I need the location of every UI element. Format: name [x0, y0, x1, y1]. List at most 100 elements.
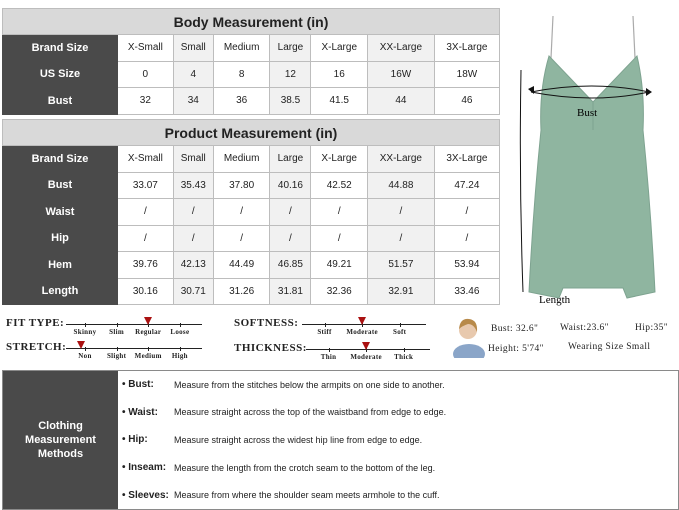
scale-option: Non [78, 352, 92, 360]
table-cell: / [433, 198, 501, 226]
table-cell: 47.24 [433, 171, 501, 199]
model-wearing-size: Wearing Size Small [568, 342, 651, 352]
scale-marker-icon [76, 341, 85, 349]
scale-name: FIT TYPE: [6, 317, 65, 329]
method-text: Measure from the stitches below the armp… [174, 379, 445, 390]
method-key: • Hip: [122, 434, 148, 446]
method-item: • Sleeves: Measure from where the shoulde… [122, 481, 678, 509]
table-cell: 44 [367, 87, 435, 115]
scale-marker-icon [358, 317, 367, 325]
size-header: Medium [212, 34, 271, 62]
table-cell: / [269, 198, 312, 226]
table-row: Bust 33.07 35.43 37.80 40.16 42.52 44.88 47.24 [2, 171, 501, 199]
table-row: Hip / / / / / / / [2, 224, 501, 252]
table-cell: / [117, 224, 174, 252]
scale-option: Slim [109, 328, 125, 336]
table-cell: 42.13 [172, 251, 214, 279]
model-height: Height: 5'74" [488, 344, 544, 354]
row-label: Length [2, 277, 118, 305]
table-row: Hem 39.76 42.13 44.49 46.85 49.21 51.57 53.94 [2, 251, 501, 279]
methods-label: Clothing Measurement Methods [3, 371, 118, 509]
table-cell: / [172, 224, 214, 252]
table-cell: 53.94 [433, 251, 501, 279]
size-header: Medium [212, 145, 271, 173]
scale-option: Stiff [317, 328, 332, 336]
scale-3: THICKNESS: Thin Moderate Thick [234, 342, 674, 364]
scale-0: FIT TYPE: Skinny Slim Regular Loose [6, 317, 446, 339]
scale-option: Slight [106, 352, 127, 360]
method-key: • Inseam: [122, 462, 167, 474]
table-cell: 46.85 [269, 251, 312, 279]
size-header: 3X-Large [433, 145, 501, 173]
size-header: X-Large [310, 34, 368, 62]
method-item: • Inseam: Measure the length from the cro… [122, 454, 678, 482]
size-header: XX-Large [367, 34, 435, 62]
scale-option: High [171, 352, 188, 360]
row-label: US Size [2, 60, 118, 88]
row-label: Hip [2, 224, 118, 252]
size-header: Small [172, 34, 214, 62]
table-cell: 30.71 [172, 277, 214, 305]
table-cell: 0 [117, 60, 174, 88]
scale-2: SOFTNESS: Stiff Moderate Soft [234, 317, 674, 339]
scale-option: Moderate [350, 353, 382, 361]
scale-name: STRETCH: [6, 341, 67, 353]
size-header: X-Small [117, 145, 174, 173]
method-text: Measure straight across the widest hip l… [174, 434, 423, 445]
table-cell: 51.57 [366, 251, 435, 279]
table-cell: 38.5 [269, 87, 312, 115]
method-text: Measure the length from the crotch seam … [174, 462, 436, 473]
table-cell: 4 [172, 60, 214, 88]
product-measurement-table: Product Measurement (in) Brand Size X-Smal… [2, 119, 501, 305]
size-header: XX-Large [366, 145, 435, 173]
row-label: Bust [2, 87, 118, 115]
size-header: 3X-Large [433, 34, 501, 62]
table-cell: / [366, 198, 435, 226]
scale-1: STRETCH: Non Slight Medium High [6, 341, 446, 363]
size-header: Large [269, 145, 312, 173]
table-cell: 16 [310, 60, 368, 88]
table-cell: 33.07 [117, 171, 174, 199]
row-label: Bust [2, 171, 118, 199]
table-title: Product Measurement (in) [2, 119, 500, 146]
length-label: Length [539, 294, 571, 306]
table-cell: 33.46 [433, 277, 501, 305]
table-row: US Size 0 4 8 12 16 16W 18W [2, 60, 501, 88]
table-cell: 49.21 [310, 251, 368, 279]
scale-option: Loose [170, 328, 190, 336]
method-item: • Waist: Measure straight across the top … [122, 399, 678, 427]
model-waist: Waist:23.6" [560, 323, 609, 333]
table-cell: 8 [212, 60, 271, 88]
size-header: X-Large [310, 145, 368, 173]
table-cell: 37.80 [212, 171, 271, 199]
table-row: Length 30.16 30.71 31.26 31.81 32.36 32.91 33.4… [2, 277, 501, 305]
method-text: Measure straight across the top of the w… [174, 407, 447, 418]
method-key: • Sleeves: [122, 489, 169, 501]
table-cell: 42.52 [310, 171, 368, 199]
scale-name: THICKNESS: [234, 342, 307, 354]
table-row: Bust 32 34 36 38.5 41.5 44 46 [2, 87, 501, 115]
table-cell: 18W [433, 60, 501, 88]
scale-option: Regular [135, 328, 162, 336]
table-cell: 31.26 [212, 277, 271, 305]
table-cell: 36 [212, 87, 271, 115]
table-cell: 31.81 [269, 277, 312, 305]
method-key: • Waist: [122, 406, 158, 418]
measurement-methods: Clothing Measurement Methods • Bust: Meas… [2, 370, 679, 510]
table-cell: 30.16 [117, 277, 174, 305]
scale-option: Medium [134, 352, 162, 360]
table-cell: / [269, 224, 312, 252]
table-row: Brand Size X-Small Small Medium Large X-Large… [2, 34, 501, 62]
size-header: Small [172, 145, 214, 173]
table-cell: 44.49 [212, 251, 271, 279]
table-cell: 32.36 [310, 277, 368, 305]
table-cell: 12 [269, 60, 312, 88]
row-label: Brand Size [2, 145, 118, 173]
table-cell: / [366, 224, 435, 252]
scale-option: Soft [393, 328, 407, 336]
scale-marker-icon [362, 342, 371, 350]
row-label: Hem [2, 251, 118, 279]
table-title: Body Measurement (in) [2, 8, 500, 35]
model-photo [453, 318, 485, 358]
table-cell: 35.43 [172, 171, 214, 199]
